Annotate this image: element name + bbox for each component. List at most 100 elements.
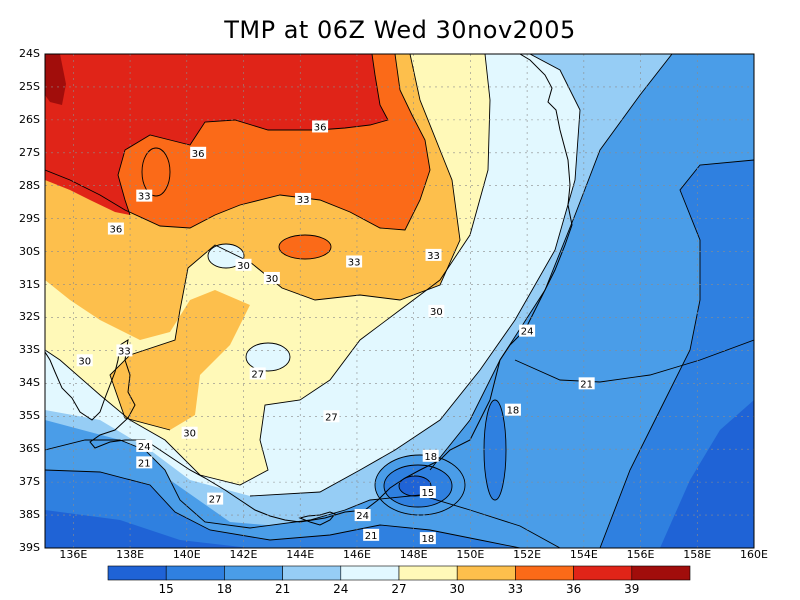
latitude-label: 35S — [19, 409, 40, 423]
colorbar-swatch — [282, 565, 342, 581]
colorbar-label: 33 — [507, 582, 524, 596]
longitude-label: 146E — [342, 548, 371, 561]
latitude-label: 28S — [19, 178, 40, 192]
contour-label-text: 27 — [251, 369, 264, 380]
temperature-fields — [45, 54, 754, 548]
contour-label: 24 — [136, 439, 153, 453]
colorbar-swatch — [165, 565, 225, 581]
colorbar-label: 21 — [274, 582, 291, 596]
latitude-label: 37S — [19, 475, 40, 489]
contour-label-text: 21 — [365, 531, 378, 542]
longitude-label: 160E — [740, 548, 768, 561]
colorbar-label: 15 — [158, 582, 174, 596]
contour-label: 21 — [136, 456, 153, 469]
contour-label: 33 — [425, 248, 442, 262]
contour-label-layer: 36 36 33 36 33 33 33 30 30 30 33 30 24 27 21 27 18 30 24 18… — [76, 120, 595, 545]
contour-label-text: 24 — [138, 442, 151, 453]
contour-label: 33 — [346, 255, 363, 268]
longitude-label: 138E — [116, 548, 145, 561]
contour-label-text: 33 — [297, 195, 310, 206]
colorbar-label: 24 — [333, 582, 349, 596]
latitude-label: 24S — [19, 47, 40, 60]
colorbar-swatch — [224, 565, 283, 581]
latitude-label: 25S — [19, 79, 40, 93]
contour-label: 18 — [419, 532, 436, 545]
contour-label-text: 33 — [138, 192, 151, 203]
longitude-label: 136E — [59, 548, 88, 561]
contour-label-text: 21 — [580, 379, 593, 390]
colorbar-swatch — [631, 565, 691, 581]
contour-label-text: 18 — [421, 534, 434, 545]
longitude-label: 158E — [683, 548, 712, 561]
contour-label-text: 30 — [183, 429, 196, 440]
contour-label: 27 — [207, 492, 224, 506]
contour-label-text: 27 — [325, 412, 338, 423]
contour-label: 33 — [116, 344, 133, 357]
contour-label-text: 30 — [78, 356, 91, 367]
coastline — [45, 54, 573, 526]
latitude-label: 32S — [19, 310, 40, 324]
longitude-label: 140E — [172, 548, 201, 561]
contour-label-text: 30 — [237, 261, 250, 272]
contour-label: 27 — [323, 410, 340, 423]
colorbar-swatch — [340, 565, 400, 581]
contour-label-text: 24 — [521, 327, 534, 338]
contour-label: 18 — [504, 403, 521, 417]
contour-label: 30 — [181, 426, 198, 440]
latitude-label: 29S — [19, 211, 40, 225]
colorbar-label: 36 — [565, 582, 582, 596]
contour-label: 33 — [295, 192, 312, 206]
contour-label-text: 33 — [427, 251, 440, 262]
longitude-label: 156E — [626, 548, 655, 561]
colorbar-label: 18 — [216, 582, 233, 596]
latitude-label: 38S — [19, 508, 40, 522]
latitude-label: 39S — [19, 541, 40, 554]
colorbar-swatch — [398, 565, 458, 581]
latitude-label: 33S — [19, 343, 40, 357]
colorbar-label: 30 — [449, 582, 465, 596]
longitude-label: 148E — [399, 548, 428, 561]
contour-label-text: 36 — [314, 122, 327, 133]
latitude-label: 26S — [19, 112, 40, 126]
map-title: TMP at 06Z Wed 30nov2005 — [224, 16, 576, 44]
contour-label: 24 — [519, 324, 536, 338]
latitude-label: 30S — [19, 244, 40, 258]
contour-label: 18 — [422, 449, 439, 463]
contour-label-text: 30 — [430, 307, 443, 318]
contour-label-text: 15 — [421, 488, 434, 499]
contour-label: 36 — [107, 222, 124, 236]
contour-label: 30 — [76, 354, 93, 367]
latitude-label: 31S — [19, 277, 40, 291]
contour-label-text: 24 — [356, 511, 369, 522]
contour-label: 21 — [578, 377, 595, 390]
contour-label-text: 36 — [110, 225, 123, 236]
contour-label: 27 — [249, 367, 266, 380]
colorbar-swatch — [107, 565, 167, 581]
colorbar-label: 39 — [624, 582, 640, 596]
latitude-label: 27S — [19, 145, 40, 159]
latitude-label: 34S — [19, 376, 40, 390]
contour-label-text: 30 — [266, 274, 279, 285]
grid-lines — [45, 54, 754, 548]
contour-label-text: 18 — [424, 452, 437, 463]
contour-label: 15 — [419, 486, 436, 499]
contour-label: 30 — [263, 271, 280, 285]
contour-label-text: 18 — [507, 406, 520, 417]
longitude-label: 144E — [286, 548, 315, 561]
latitude-label: 36S — [19, 442, 40, 456]
contour-label: 36 — [190, 146, 207, 160]
contour-label-text: 33 — [118, 346, 131, 357]
colorbar-swatch — [573, 565, 633, 581]
contour-label: 21 — [363, 528, 380, 542]
contour-label: 36 — [312, 120, 329, 133]
colorbar — [107, 565, 691, 581]
colorbar-swatch — [515, 565, 574, 581]
longitude-label: 154E — [569, 548, 598, 561]
contour-label-text: 36 — [192, 149, 205, 160]
contour-lines — [45, 54, 754, 548]
contour-label-text: 27 — [209, 495, 222, 506]
longitude-label: 142E — [229, 548, 258, 561]
contour-label-text: 21 — [138, 458, 151, 469]
contour-label: 30 — [428, 304, 445, 318]
